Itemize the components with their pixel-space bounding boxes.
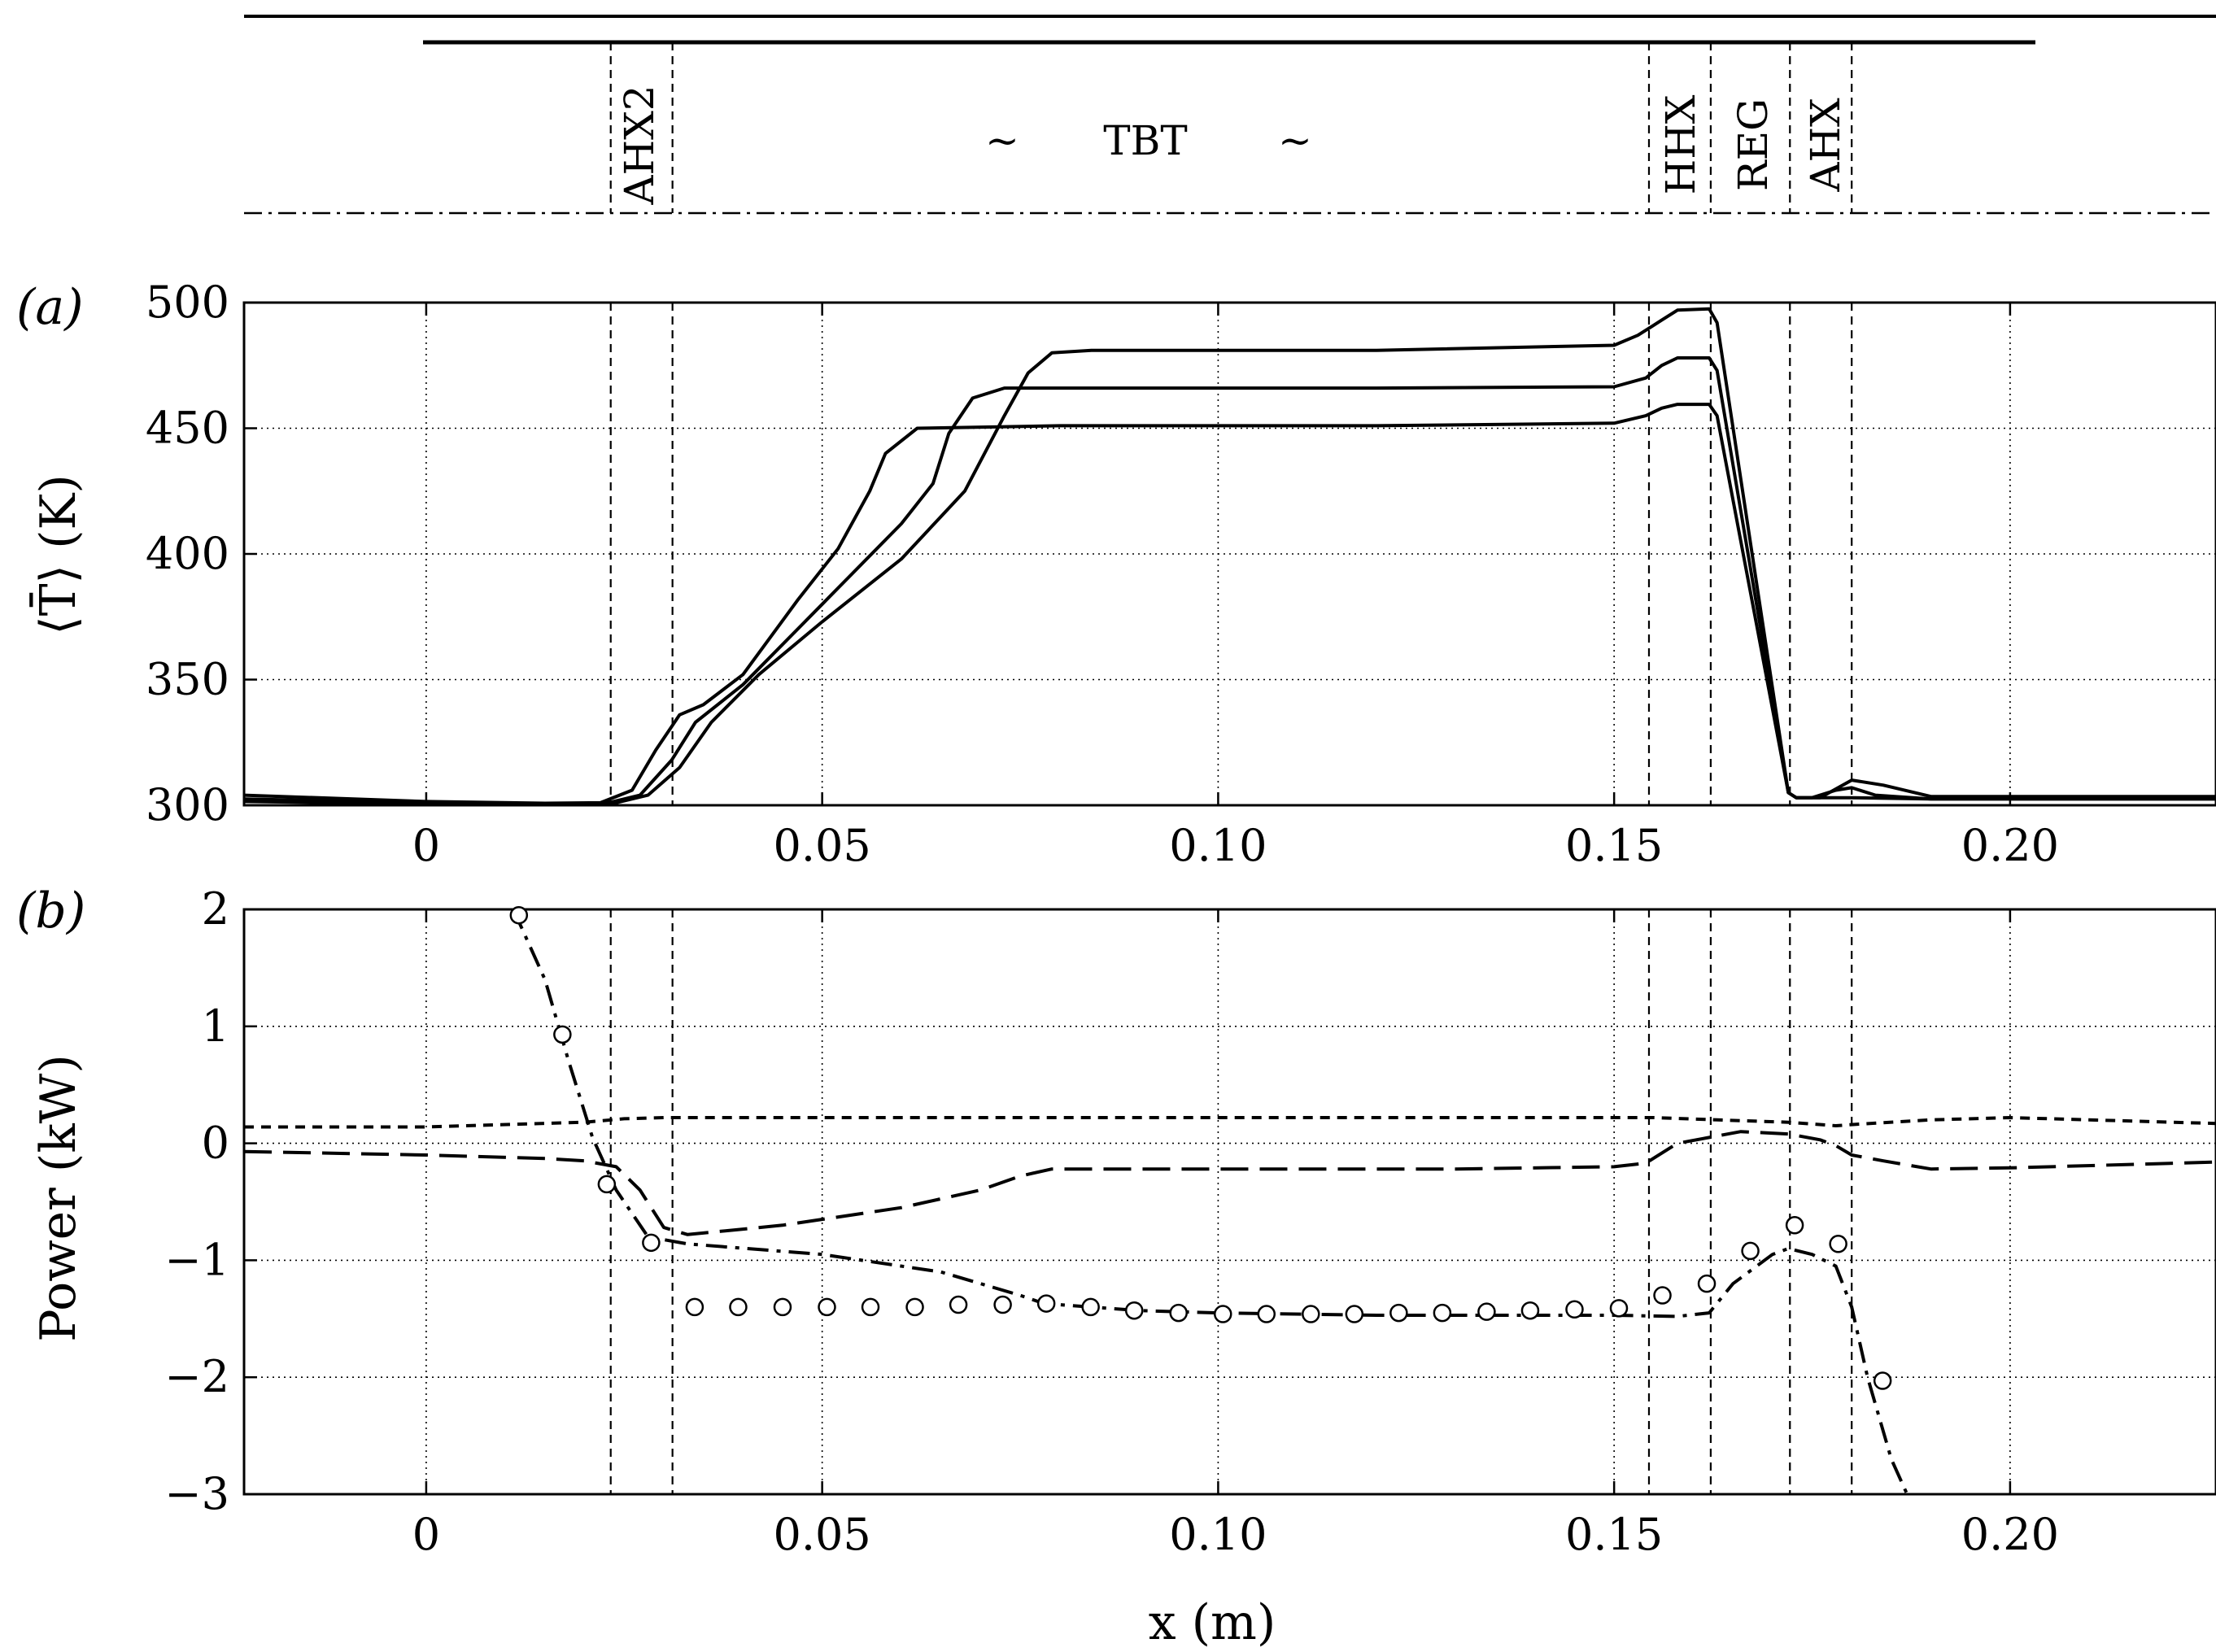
x-tick-label-a-0: 0 (412, 820, 440, 871)
x-tick-label-b-0: 0 (412, 1509, 440, 1560)
apparatus-schematic: AHX2 HHX REG AHX ~ TBT ~ (244, 15, 2216, 215)
data-point-b-3-16 (1213, 1305, 1232, 1323)
data-point-b-3-22 (1477, 1302, 1496, 1321)
data-point-b-3-30 (1829, 1235, 1847, 1253)
data-point-b-3-11 (993, 1295, 1012, 1314)
panel-b-power: (b) Power (kW) x (m) 0 0.05 0.10 0.15 0.20 −3… (16, 883, 2216, 1651)
data-point-b-3-24 (1565, 1300, 1584, 1319)
data-point-b-3-25 (1609, 1299, 1629, 1318)
panel-a-temperature: (a) ⟨T̄⟩ (K) 0 0.05 0.10 0.15 0.20 300 350 400 4… (16, 277, 2216, 871)
y-tick-label-a-2: 400 (146, 528, 229, 579)
segment-label-ahx2: AHX2 (616, 85, 663, 205)
data-point-b-3-19 (1345, 1305, 1364, 1323)
plot-frame-b (242, 908, 2216, 1496)
y-tick-label-b-5: 2 (202, 883, 229, 935)
data-point-b-3-26 (1653, 1286, 1672, 1305)
data-point-b-3-17 (1257, 1305, 1276, 1323)
segment-label-ahx: AHX (1802, 98, 1849, 193)
data-point-b-3-12 (1036, 1294, 1056, 1313)
y-tick-label-a-4: 500 (146, 277, 229, 328)
segment-boundaries (609, 42, 1853, 213)
series-line-b-2 (512, 909, 1909, 1494)
y-tick-label-a-3: 450 (146, 403, 229, 454)
data-point-b-3-21 (1433, 1303, 1452, 1323)
y-axis-label-a: ⟨T̄⟩ (K) (29, 474, 87, 635)
data-point-b-3-18 (1302, 1305, 1320, 1323)
segment-label-tbt: TBT (1103, 117, 1187, 164)
series-line-a-0 (244, 403, 2216, 805)
panel-label-b: (b) (16, 883, 85, 939)
data-point-b-3-27 (1697, 1274, 1717, 1293)
segment-label-reg: REG (1730, 98, 1777, 191)
tilde-left: ~ (985, 117, 1019, 164)
y-tick-label-b-2: −1 (164, 1234, 229, 1285)
panel-label-a: (a) (16, 279, 84, 336)
data-point-b-3-5 (729, 1297, 748, 1317)
data-point-b-3-3 (642, 1233, 661, 1253)
data-point-b-3-10 (949, 1295, 968, 1314)
x-tick-label-b-1: 0.05 (774, 1509, 871, 1560)
y-axis-label-b: Power (kW) (30, 1054, 87, 1342)
data-point-b-3-6 (773, 1297, 792, 1317)
y-tick-label-a-1: 350 (146, 654, 229, 705)
data-point-b-3-29 (1785, 1216, 1804, 1235)
y-tick-label-b-3: 0 (202, 1118, 229, 1169)
data-point-b-3-1 (553, 1025, 572, 1044)
x-tick-label-a-2: 0.10 (1169, 820, 1267, 871)
x-tick-label-b-2: 0.10 (1169, 1509, 1267, 1560)
x-tick-label-b-3: 0.15 (1565, 1509, 1663, 1560)
data-point-b-3-20 (1389, 1303, 1408, 1323)
y-tick-label-b-0: −3 (164, 1468, 229, 1519)
data-point-b-3-28 (1741, 1241, 1760, 1261)
y-tick-label-a-0: 300 (146, 779, 229, 830)
data-point-b-3-8 (861, 1297, 880, 1317)
data-point-b-3-7 (818, 1297, 836, 1317)
data-point-b-3-2 (597, 1175, 617, 1194)
segment-label-hhx: HHX (1657, 94, 1704, 194)
x-tick-label-a-4: 0.20 (1961, 820, 2059, 871)
data-point-b-3-14 (1124, 1301, 1144, 1320)
data-point-b-3-0 (509, 905, 529, 925)
x-tick-label-a-1: 0.05 (774, 820, 871, 871)
y-tick-label-b-1: −2 (164, 1351, 229, 1402)
data-point-b-3-15 (1169, 1303, 1188, 1323)
x-tick-label-b-4: 0.20 (1961, 1509, 2059, 1560)
series-line-a-2 (244, 307, 2216, 805)
data-point-b-3-9 (905, 1297, 924, 1317)
data-point-b-3-31 (1873, 1371, 1892, 1390)
tilde-right: ~ (1278, 117, 1312, 164)
data-point-b-3-4 (685, 1297, 704, 1317)
y-tick-label-b-4: 1 (202, 1000, 229, 1052)
x-axis-label: x (m) (1149, 1594, 1276, 1651)
data-point-b-3-13 (1081, 1297, 1100, 1317)
series-line-b-0 (244, 1116, 2216, 1129)
x-tick-label-a-3: 0.15 (1565, 820, 1663, 871)
series-line-b-1 (244, 1130, 2216, 1236)
data-point-b-3-23 (1520, 1301, 1540, 1320)
